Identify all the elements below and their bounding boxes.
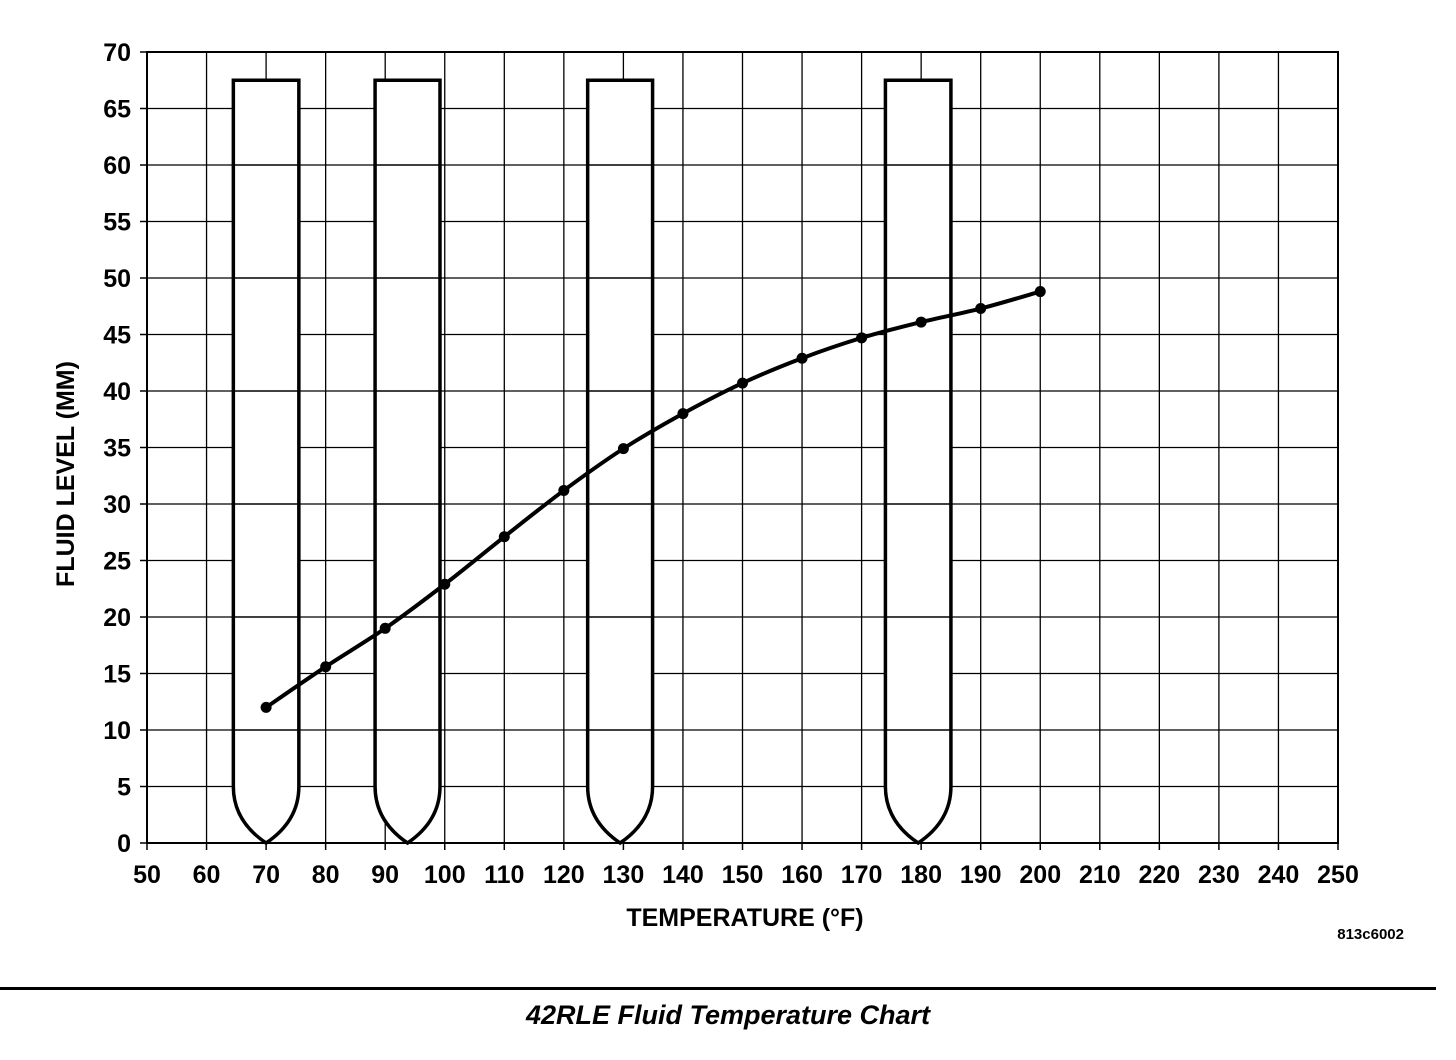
dipstick	[585, 78, 655, 846]
x-tick-label: 110	[484, 861, 524, 889]
data-point	[796, 352, 808, 364]
x-tick-label: 50	[133, 861, 161, 889]
x-tick-label: 150	[722, 861, 764, 889]
x-tick-label: 170	[841, 861, 883, 889]
dipstick	[231, 78, 301, 846]
dipstick-illustrations	[231, 78, 953, 846]
x-tick-label: 180	[900, 861, 942, 889]
y-tick-label: 40	[103, 378, 131, 406]
x-tick-label: 120	[543, 861, 585, 889]
data-point	[558, 484, 570, 496]
y-tick-label: 30	[103, 491, 131, 519]
dipstick-fill	[233, 80, 299, 843]
data-point	[737, 377, 748, 389]
data-point	[439, 578, 451, 590]
data-point	[498, 531, 510, 543]
x-tick-label: 130	[603, 861, 645, 889]
caption-divider	[0, 987, 1436, 990]
x-tick-label: 250	[1317, 861, 1359, 889]
y-tick-label: 60	[103, 152, 131, 180]
data-point	[1034, 286, 1046, 298]
data-point	[320, 661, 332, 673]
y-axis-tick-labels: 0 5 10 15 20 25 30 35 40 45 50 55 60 65 70	[103, 39, 131, 858]
x-tick-label: 70	[252, 861, 280, 889]
x-tick-label: 140	[662, 861, 704, 889]
dipstick	[373, 78, 442, 846]
y-tick-label: 65	[103, 96, 131, 124]
fluid-level-series	[260, 286, 1046, 713]
y-tick-label: 70	[103, 39, 131, 67]
dipstick	[883, 78, 953, 846]
y-tick-label: 45	[103, 322, 131, 350]
y-tick-label: 10	[103, 717, 131, 745]
x-tick-label: 240	[1258, 861, 1300, 889]
x-tick-label: 210	[1079, 861, 1121, 889]
y-tick-label: 35	[103, 435, 131, 463]
y-tick-label: 5	[117, 774, 131, 802]
y-tick-label: 20	[103, 604, 131, 632]
data-point	[677, 408, 689, 420]
y-tick-label: 55	[103, 209, 131, 237]
data-point	[617, 443, 629, 455]
x-axis-tick-labels: 50 60 70 80 90 100 110 120 130 140 150 160 170 180 190…	[133, 861, 1359, 889]
data-point	[260, 701, 272, 713]
dipstick-fill	[885, 80, 951, 843]
data-point	[856, 332, 868, 344]
y-axis-title: FLUID LEVEL (MM)	[52, 361, 80, 587]
x-tick-label: 90	[371, 861, 399, 889]
figure-code: 813c6002	[1337, 926, 1404, 943]
y-tick-label: 15	[103, 661, 131, 689]
x-tick-label: 190	[960, 861, 1002, 889]
x-tick-label: 160	[781, 861, 823, 889]
data-point	[975, 303, 987, 315]
y-tick-label: 0	[117, 830, 131, 858]
x-tick-label: 200	[1019, 861, 1061, 889]
x-tick-label: 220	[1138, 861, 1180, 889]
plot-frame	[140, 51, 1339, 850]
y-tick-label: 25	[103, 548, 131, 576]
x-tick-label: 230	[1198, 861, 1240, 889]
data-point	[915, 316, 927, 328]
data-point	[379, 622, 391, 634]
dipstick-fill	[587, 80, 653, 843]
y-tick-label: 50	[103, 265, 131, 293]
x-tick-label: 60	[193, 861, 221, 889]
x-axis-title: TEMPERATURE (°F)	[626, 904, 863, 932]
x-tick-label: 80	[312, 861, 340, 889]
chart-caption: 42RLE Fluid Temperature Chart	[525, 1000, 931, 1030]
grid-lines	[146, 51, 1339, 844]
x-tick-label: 100	[424, 861, 466, 889]
dipstick-fill	[375, 80, 440, 843]
